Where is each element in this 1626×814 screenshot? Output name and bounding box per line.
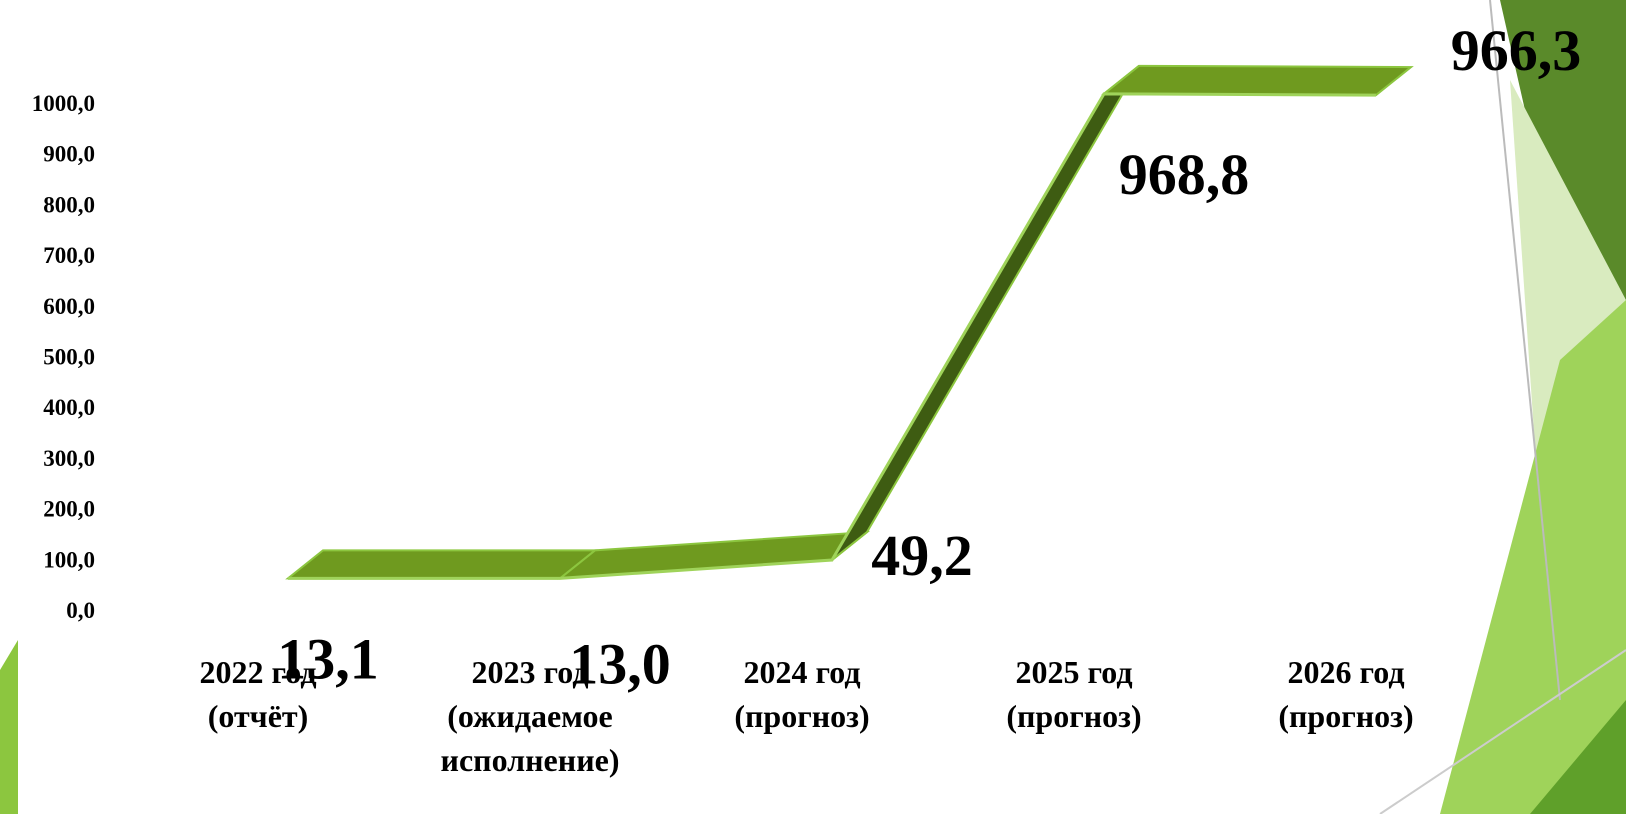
- x-tick-label: (ожидаемое: [447, 698, 612, 734]
- x-tick-label: (прогноз): [734, 698, 869, 734]
- decoration: [1489, 0, 1561, 701]
- x-tick-label: (прогноз): [1278, 698, 1413, 734]
- y-tick-label: 200,0: [43, 497, 95, 522]
- decoration: [1379, 649, 1626, 814]
- data-label: 966,3: [1451, 18, 1582, 83]
- y-tick-label: 500,0: [43, 345, 95, 370]
- y-tick-label: 900,0: [43, 142, 95, 167]
- ribbon-face: [285, 549, 598, 580]
- data-label: 13,0: [569, 631, 671, 696]
- x-tick-label: (отчёт): [208, 698, 309, 734]
- y-tick-label: 700,0: [43, 243, 95, 268]
- x-tick-label: 2024 год: [744, 654, 861, 690]
- ribbon-face: [1101, 64, 1414, 97]
- y-tick-label: 100,0: [43, 547, 95, 572]
- y-tick-label: 600,0: [43, 294, 95, 319]
- data-label: 13,1: [277, 626, 379, 691]
- x-tick-label: (прогноз): [1006, 698, 1141, 734]
- y-tick-label: 0,0: [66, 598, 95, 623]
- y-tick-label: 400,0: [43, 395, 95, 420]
- decoration: [1440, 300, 1626, 814]
- line: [287, 92, 1377, 580]
- ribbon-face: [831, 65, 1140, 561]
- y-tick-label: 1000,0: [32, 91, 95, 116]
- x-tick-label: 2026 год: [1288, 654, 1405, 690]
- ribbon-face: [556, 530, 871, 580]
- x-tick-label: 2023 год: [472, 654, 589, 690]
- x-tick-label: исполнение): [441, 742, 620, 778]
- x-tick-label: 2022 год: [200, 654, 317, 690]
- data-label: 968,8: [1119, 142, 1250, 207]
- decoration: [1530, 700, 1626, 814]
- data-label: 49,2: [871, 523, 973, 588]
- decoration: [0, 640, 18, 814]
- plot: 0,0 100,0 200,0 300,0 400,0 500,0 600,0 700,0 80…: [32, 18, 1582, 778]
- x-tick-label: 2025 год: [1016, 654, 1133, 690]
- y-tick-label: 300,0: [43, 446, 95, 471]
- y-tick-label: 800,0: [43, 192, 95, 217]
